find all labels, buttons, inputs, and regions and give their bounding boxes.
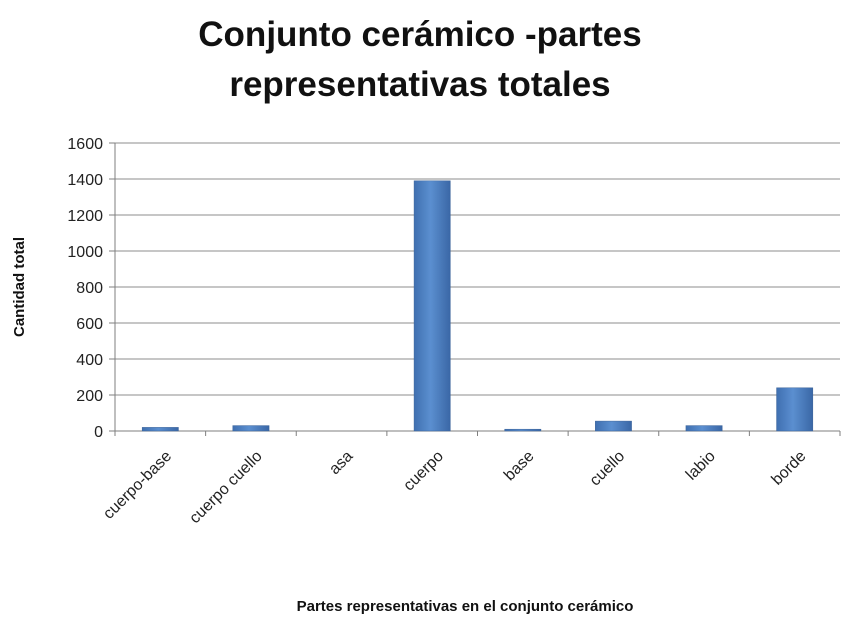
x-tick-label: cuello (587, 448, 629, 490)
y-axis-label: Cantidad total (11, 237, 28, 337)
y-tick-label: 1600 (67, 136, 103, 153)
bar-cuerpo (413, 180, 451, 432)
x-tick-label: asa (326, 448, 356, 478)
y-tick-label: 1400 (67, 172, 103, 189)
bar-labio (685, 425, 723, 432)
bar-cuerpo-base (141, 427, 179, 432)
bar-base (504, 428, 542, 432)
x-tick-labels: cuerpo-base cuerpo cuello asa cuerpo base cue… (100, 448, 809, 527)
x-axis-label: Partes representativas en el conjunto ce… (297, 598, 634, 615)
chart-title-line-2: representativas totales (229, 65, 610, 104)
gridlines (115, 142, 840, 396)
chart-title-line-1: Conjunto cerámico -partes (198, 15, 641, 54)
bars (141, 180, 814, 432)
x-tick-label: labio (683, 448, 719, 484)
y-tick-label: 200 (76, 388, 103, 405)
x-tick-label: cuerpo cuello (186, 448, 265, 527)
y-tick-label: 0 (94, 424, 103, 441)
y-tick-label: 1000 (67, 244, 103, 261)
x-tick-label: cuerpo (400, 448, 447, 495)
bar-cuello (595, 420, 632, 432)
axes (109, 142, 841, 436)
bar-cuerpo-cuello (232, 425, 270, 432)
y-tick-label: 400 (76, 352, 103, 369)
y-tick-label: 800 (76, 280, 103, 297)
x-tick-label: cuerpo-base (100, 448, 175, 523)
x-tick-label: base (501, 448, 538, 485)
y-tick-labels: 0 200 400 600 800 1000 1200 1400 1600 (67, 136, 103, 441)
y-tick-label: 600 (76, 316, 103, 333)
bar-borde (776, 387, 814, 432)
y-tick-label: 1200 (67, 208, 103, 225)
x-tick-label: borde (769, 448, 810, 489)
